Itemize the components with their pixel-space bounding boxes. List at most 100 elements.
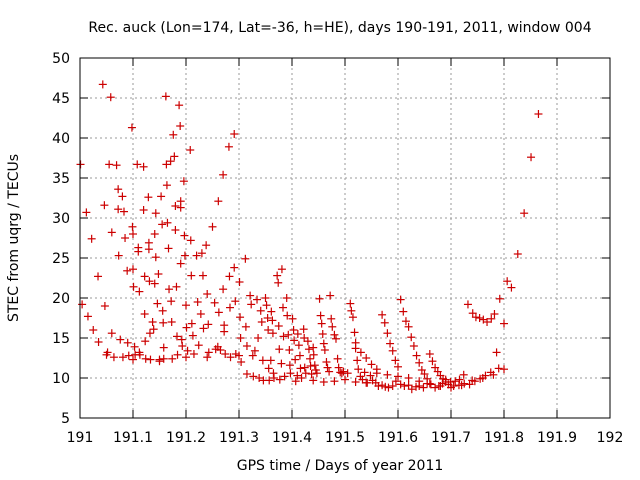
data-point (267, 307, 276, 316)
data-point (127, 123, 136, 132)
data-point (219, 285, 228, 294)
data-point (226, 353, 235, 362)
data-point (404, 374, 413, 382)
data-point (119, 207, 128, 216)
data-point (294, 341, 303, 350)
data-point (221, 350, 230, 358)
data-point (495, 294, 504, 303)
data-point (133, 160, 142, 169)
data-point (151, 253, 160, 262)
data-point (78, 300, 87, 309)
data-point (312, 369, 321, 378)
data-point (319, 339, 328, 348)
data-point (339, 367, 348, 376)
data-point (214, 197, 223, 206)
data-point (507, 283, 516, 292)
data-point (102, 350, 111, 359)
data-point (213, 342, 222, 351)
data-point (247, 300, 256, 309)
data-point (98, 80, 107, 89)
data-point (159, 318, 168, 327)
plot-frame (79, 57, 611, 419)
data-point (128, 222, 137, 231)
data-point (490, 310, 499, 318)
data-point (285, 346, 294, 354)
data-point (471, 313, 480, 322)
data-point (309, 350, 318, 359)
data-point (476, 374, 485, 383)
data-point (362, 378, 371, 387)
y-tick-label: 20 (52, 291, 70, 307)
x-tick-label: 191.2 (166, 430, 206, 446)
data-point (150, 230, 159, 238)
data-point (459, 370, 468, 379)
data-point (118, 353, 127, 362)
data-point (242, 370, 251, 378)
data-point (475, 314, 484, 322)
data-point (386, 339, 395, 348)
data-point (486, 368, 495, 377)
data-point (492, 348, 501, 357)
data-point (269, 374, 278, 382)
data-point (246, 291, 255, 300)
data-point (487, 314, 496, 323)
data-point (327, 314, 336, 323)
data-point (295, 351, 304, 360)
data-point (175, 101, 184, 110)
data-point (139, 162, 148, 171)
data-point (187, 319, 196, 328)
data-point (149, 325, 158, 334)
data-point (394, 372, 402, 381)
data-point (150, 279, 159, 288)
data-point (306, 362, 315, 370)
data-point (256, 306, 265, 315)
data-point (360, 368, 369, 377)
data-point (425, 350, 434, 358)
data-point (114, 185, 123, 194)
data-point (309, 343, 318, 352)
data-point (280, 372, 289, 381)
x-tick-label: 191.8 (484, 430, 524, 446)
data-point (204, 320, 213, 329)
data-point (380, 318, 389, 327)
data-point (354, 365, 363, 374)
data-point (203, 353, 212, 362)
data-point (503, 277, 512, 286)
data-point (123, 338, 132, 347)
data-point (341, 375, 349, 384)
data-point (362, 354, 371, 362)
data-point (283, 311, 292, 320)
data-point (265, 376, 274, 385)
data-point (129, 282, 138, 291)
data-point (307, 370, 316, 378)
x-tick-label: 191.7 (431, 430, 471, 446)
data-point (130, 342, 139, 351)
data-point (431, 383, 440, 392)
data-point (301, 369, 310, 378)
data-point (199, 324, 208, 333)
data-point (176, 203, 185, 212)
data-point (107, 228, 116, 237)
data-point (210, 298, 219, 307)
data-point (203, 290, 212, 298)
data-point (167, 297, 176, 306)
data-point (500, 365, 508, 374)
data-point (263, 314, 272, 322)
data-point (140, 310, 149, 318)
data-point (350, 328, 359, 337)
data-point (170, 152, 179, 161)
data-point (158, 306, 167, 315)
data-point (449, 382, 458, 390)
data-point (463, 300, 472, 309)
data-point (399, 307, 408, 316)
data-point (124, 351, 133, 360)
data-point (208, 222, 217, 231)
data-point (144, 193, 153, 202)
data-point (249, 372, 258, 381)
data-point (428, 357, 437, 366)
data-point (415, 358, 424, 367)
data-point (163, 218, 172, 227)
data-point (219, 170, 228, 179)
data-point (318, 330, 327, 338)
chart-title: Rec. auck (Lon=174, Lat=-36, h=HE), days… (88, 20, 591, 36)
